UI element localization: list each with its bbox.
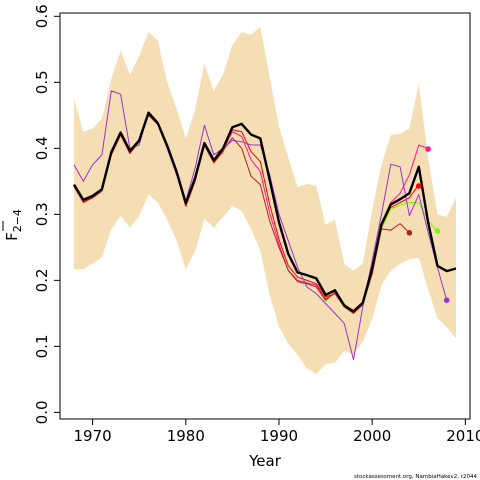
x-tick-label-1980: 1980 [167,427,205,445]
confidence-band-area [74,26,456,375]
y-tick-label-3: 0.3 [33,202,51,226]
plot-frame [59,12,471,420]
endpoint-marker-2 [434,228,441,234]
credit-text: stockassessment.org, NambiaHakev2, r2044 [354,474,477,480]
y-axis-title: F2−4 [2,209,24,241]
x-tick-label-2010: 2010 [446,427,480,445]
confidence-band [74,26,456,375]
x-tick-label-1990: 1990 [260,427,298,445]
endpoint-marker-5 [443,297,450,304]
endpoint-marker-4 [406,230,413,236]
endpoint-markers [406,146,450,304]
series-lines [72,90,457,361]
y-tick-label-2: 0.2 [33,268,51,292]
y-axis: 0.0 0.1 0.2 0.3 0.4 0.5 0.6 [33,4,60,424]
y-tick-label-0: 0.0 [33,400,51,424]
x-tick-label-1970: 1970 [74,427,112,445]
x-axis: 1970 1980 1990 2000 2010 [74,419,480,445]
svg-text:F2−4: F2−4 [3,209,24,241]
x-tick-label-2000: 2000 [353,427,391,445]
endpoint-marker-3 [425,146,431,152]
series-line-5 [73,114,410,314]
series-line-1 [72,111,457,313]
y-tick-label-1: 0.1 [33,334,51,358]
y-tick-label-4: 0.4 [33,136,51,160]
endpoint-marker-1 [416,183,422,189]
series-line-6 [73,90,448,361]
y-tick-label-6: 0.6 [33,4,51,28]
y-tick-label-5: 0.5 [33,70,51,94]
y-axis-title-subscript: 2−4 [11,209,24,232]
y-axis-title-main: F [3,232,21,241]
x-axis-title: Year [248,452,282,470]
